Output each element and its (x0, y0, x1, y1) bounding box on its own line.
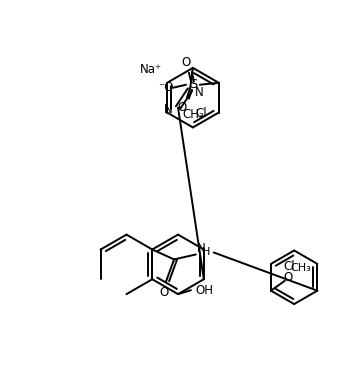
Text: CH₃: CH₃ (182, 108, 204, 121)
Text: CH₃: CH₃ (290, 263, 311, 273)
Text: S: S (189, 78, 197, 91)
Text: N: N (197, 242, 205, 255)
Text: N: N (164, 103, 173, 116)
Text: H: H (202, 247, 210, 257)
Text: OH: OH (196, 284, 214, 297)
Text: O: O (177, 101, 187, 114)
Text: Cl: Cl (284, 260, 296, 273)
Text: O: O (181, 56, 191, 70)
Text: ⁻O: ⁻O (158, 81, 174, 94)
Text: Na⁺: Na⁺ (140, 63, 162, 76)
Text: Cl: Cl (195, 107, 207, 120)
Text: N: N (195, 86, 203, 99)
Text: O: O (283, 271, 292, 284)
Text: O: O (159, 285, 169, 299)
